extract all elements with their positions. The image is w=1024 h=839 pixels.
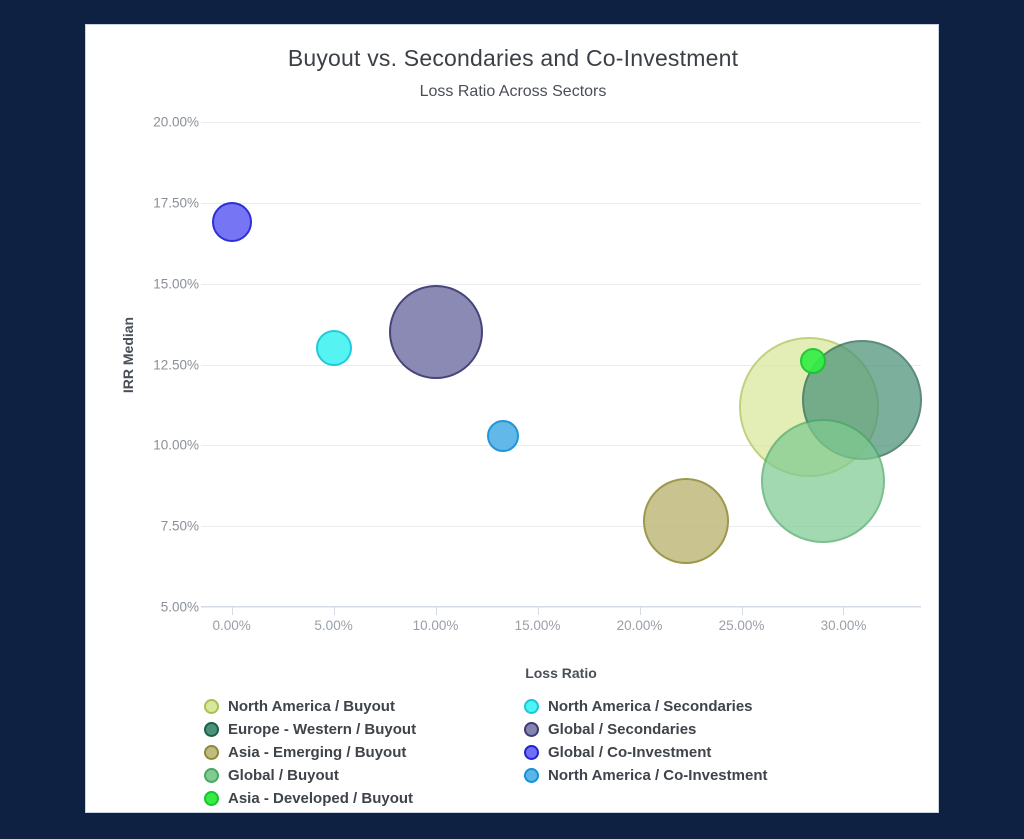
legend-column-left: North America / Buyout Europe - Western /…: [204, 695, 524, 810]
x-axis-tick-mark: [537, 607, 539, 615]
x-axis-tick-mark: [333, 607, 335, 615]
gridline-horizontal: [201, 526, 921, 528]
x-axis-tick-label: 30.00%: [820, 618, 867, 633]
chart-card: Buyout vs. Secondaries and Co-Investment…: [85, 24, 939, 813]
legend-item-label: North America / Co-Investment: [548, 767, 768, 784]
bubble-point[interactable]: [761, 418, 886, 543]
plot-wrapper: IRR Median 5.00% 7.50% 10.00% 12.50% 15.00% 1…: [86, 25, 940, 814]
legend-item-label: Global / Secondaries: [548, 721, 697, 738]
x-axis-tick-label: 15.00%: [514, 618, 561, 633]
legend-item-label: Asia - Emerging / Buyout: [228, 744, 407, 761]
legend-item[interactable]: Global / Secondaries: [524, 718, 864, 741]
legend-item-label: Global / Buyout: [228, 767, 339, 784]
y-axis-tick-label: 12.50%: [153, 357, 199, 372]
legend-item[interactable]: North America / Buyout: [204, 695, 524, 718]
y-axis-tick-label: 17.50%: [153, 195, 199, 211]
legend-swatch-icon: [524, 745, 539, 760]
legend-item[interactable]: Global / Co-Investment: [524, 741, 864, 764]
bubble-point[interactable]: [315, 330, 352, 367]
legend-item-label: Asia - Developed / Buyout: [228, 790, 414, 807]
x-axis-tick-mark: [231, 607, 233, 615]
legend-swatch-icon: [524, 699, 539, 714]
legend-column-right: North America / Secondaries Global / Seco…: [524, 695, 864, 810]
legend-swatch-icon: [524, 722, 539, 737]
bubble-point[interactable]: [643, 478, 730, 565]
y-axis-tick-label: 5.00%: [160, 599, 199, 615]
legend-item[interactable]: Global / Buyout: [204, 764, 524, 787]
y-axis-tick-label: 7.50%: [160, 518, 199, 534]
x-axis-title: Loss Ratio: [525, 665, 597, 681]
bubble-point[interactable]: [486, 419, 519, 452]
x-axis-tick-mark: [435, 607, 437, 615]
x-axis-tick-label: 20.00%: [616, 618, 663, 633]
legend-item-label: North America / Secondaries: [548, 698, 753, 715]
bubble-point[interactable]: [799, 348, 826, 375]
gridline-horizontal: [201, 445, 921, 447]
legend-swatch-icon: [204, 768, 219, 783]
bubble-point[interactable]: [388, 285, 483, 380]
bubble-point[interactable]: [211, 202, 252, 243]
gridline-horizontal: [201, 364, 921, 366]
x-axis-tick-label: 0.00%: [212, 618, 251, 633]
legend-swatch-icon: [204, 722, 219, 737]
x-axis-tick-mark: [639, 607, 641, 615]
legend-item[interactable]: North America / Secondaries: [524, 695, 864, 718]
x-axis-tick-label: 10.00%: [412, 618, 459, 633]
legend-item[interactable]: Europe - Western / Buyout: [204, 718, 524, 741]
gridline-horizontal: [201, 122, 921, 123]
gridline-horizontal: [201, 607, 921, 608]
y-axis-tick-label: 15.00%: [153, 276, 199, 292]
chart-legend: North America / Buyout Europe - Western /…: [204, 695, 904, 810]
legend-swatch-icon: [204, 745, 219, 760]
legend-item[interactable]: Asia - Developed / Buyout: [204, 787, 524, 810]
x-axis-tick-mark: [741, 607, 743, 615]
x-axis-tick-label: 5.00%: [314, 618, 353, 633]
legend-item[interactable]: Asia - Emerging / Buyout: [204, 741, 524, 764]
x-axis-tick-mark: [843, 607, 845, 615]
y-axis-tick-label: 20.00%: [153, 114, 199, 130]
legend-item-label: North America / Buyout: [228, 698, 395, 715]
x-axis-tick-label: 25.00%: [718, 618, 765, 633]
legend-item-label: Europe - Western / Buyout: [228, 721, 417, 738]
legend-item[interactable]: North America / Co-Investment: [524, 764, 864, 787]
legend-swatch-icon: [204, 699, 219, 714]
y-axis-title: IRR Median: [120, 316, 136, 394]
gridline-horizontal: [201, 202, 921, 204]
plot-area: 5.00% 7.50% 10.00% 12.50% 15.00% 17.50% 20.00%…: [153, 115, 922, 633]
x-axis-line: [201, 606, 921, 607]
legend-item-label: Global / Co-Investment: [548, 744, 712, 761]
gridline-horizontal: [201, 283, 921, 285]
legend-swatch-icon: [204, 791, 219, 806]
y-axis-tick-label: 10.00%: [153, 437, 199, 453]
chart-subtitle: Loss Ratio Across Sectors: [419, 83, 607, 100]
legend-swatch-icon: [524, 768, 539, 783]
chart-title: Buyout vs. Secondaries and Co-Investment: [287, 45, 739, 71]
